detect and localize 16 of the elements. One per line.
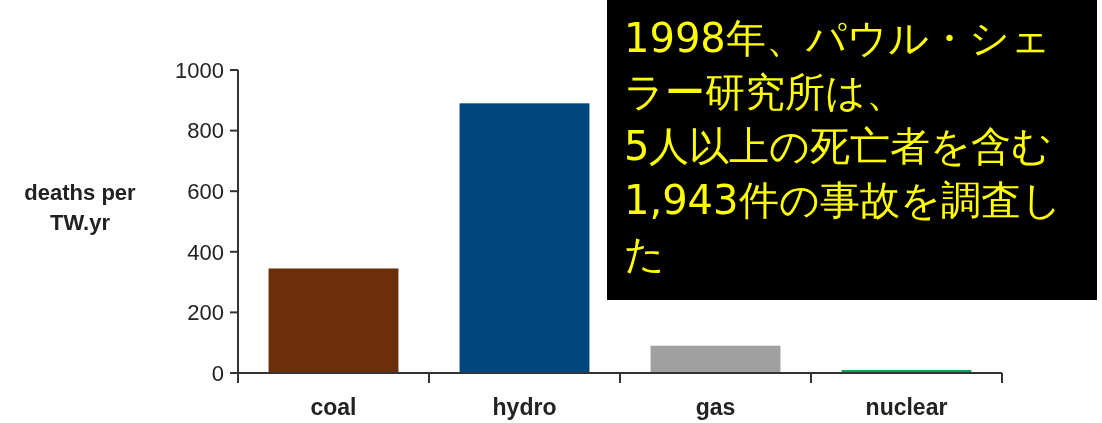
x-tick-label: coal [310,394,357,420]
x-tick-label: gas [695,394,736,420]
y-tick-label: 800 [187,118,224,144]
x-tick-label: hydro [492,394,557,420]
bar [459,103,590,373]
y-tick-label: 400 [187,239,224,265]
bar [268,268,399,373]
annotation: 5人以上の死亡者を含む1,943件の事故を調査した [624,123,1062,277]
y-tick-label: 0 [211,360,224,386]
x-tick-label: nuclear [865,394,948,420]
bar [650,345,781,373]
annotation: 1998年、パウル・シェラー研究所は、 [624,15,1051,115]
y-tick-label: 200 [187,300,224,326]
y-axis-title: deaths per TW.yr [24,180,137,235]
y-tick-label: 1000 [175,57,224,83]
y-tick-label: 600 [187,178,224,204]
